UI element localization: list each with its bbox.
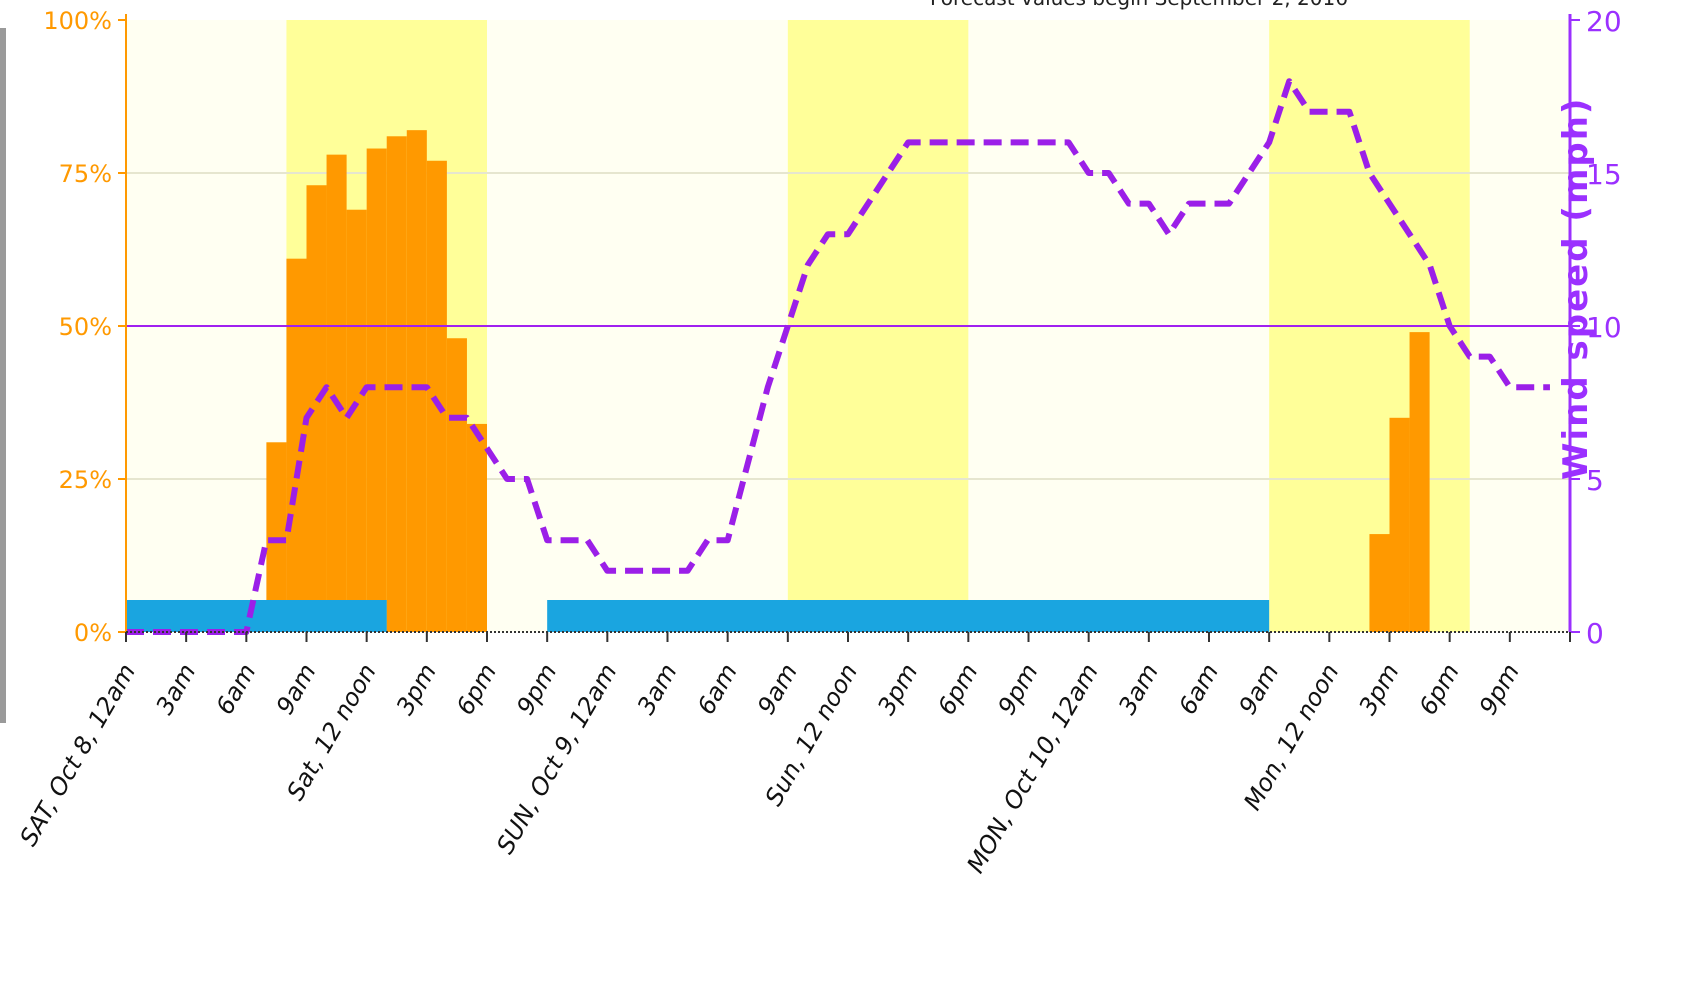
precip-bar bbox=[266, 442, 287, 632]
x-tick-label: 6pm bbox=[932, 659, 983, 720]
precip-bar bbox=[466, 423, 487, 632]
precip-bar bbox=[326, 154, 347, 632]
y-right-tick-label: 0 bbox=[1586, 617, 1604, 650]
x-tick-label: 6am bbox=[1173, 659, 1224, 719]
x-tick-label: 3pm bbox=[1354, 659, 1405, 720]
precip-bar bbox=[1389, 417, 1410, 632]
x-tick-label: 6am bbox=[692, 659, 743, 719]
wind-speed-line bbox=[126, 78, 1550, 635]
y-right-tick-label: 5 bbox=[1586, 464, 1604, 497]
blue-band bbox=[547, 600, 1270, 632]
x-tick-label: 9am bbox=[1233, 659, 1284, 719]
y-left-tick-label: 75% bbox=[59, 160, 112, 188]
y-right-tick-label: 15 bbox=[1586, 158, 1622, 191]
precip-bar bbox=[366, 148, 387, 632]
x-tick-label: 3pm bbox=[872, 659, 923, 720]
x-tick-label: 6am bbox=[211, 659, 262, 719]
x-tick-label: 9am bbox=[271, 659, 322, 719]
x-tick-label: 9pm bbox=[1474, 659, 1525, 720]
y-left-tick-label: 0% bbox=[74, 619, 112, 647]
x-tick-label: 9pm bbox=[993, 659, 1044, 720]
precip-bar bbox=[426, 160, 447, 632]
x-tick-label: 9am bbox=[752, 659, 803, 719]
x-tick-label: 3am bbox=[632, 659, 683, 719]
precip-bar bbox=[406, 130, 427, 632]
y-left-tick-label: 25% bbox=[59, 466, 112, 494]
y2-axis-title: Wind speed (mph) bbox=[1556, 96, 1596, 480]
x-tick-label: 3pm bbox=[391, 659, 442, 720]
left-edge-bar bbox=[0, 28, 6, 723]
x-tick-label: 3am bbox=[150, 659, 201, 719]
precip-bar bbox=[446, 338, 467, 632]
precip-bar bbox=[386, 136, 407, 632]
blue-band bbox=[126, 600, 387, 632]
precip-bar bbox=[346, 209, 367, 632]
y-left-tick-label: 100% bbox=[43, 7, 112, 35]
x-tick-label: 6pm bbox=[1414, 659, 1465, 720]
y-right-tick-label: 20 bbox=[1586, 5, 1622, 38]
precip-bar bbox=[1409, 332, 1430, 632]
x-tick-label: 3am bbox=[1113, 659, 1164, 719]
x-tick-label: 9pm bbox=[511, 659, 562, 720]
y-left-tick-label: 50% bbox=[59, 313, 112, 341]
x-tick-label: SUN, Oct 9, 12am bbox=[491, 659, 622, 859]
precip-bar bbox=[306, 185, 327, 633]
y-right-tick-label: 10 bbox=[1586, 311, 1622, 344]
precip-bar bbox=[286, 258, 307, 632]
forecast-note: Forecast values begin September 2, 2016 bbox=[930, 0, 1450, 10]
precip-bar bbox=[1369, 534, 1390, 632]
x-tick-label: SAT, Oct 8, 12am bbox=[14, 659, 141, 851]
x-tick-label: 6pm bbox=[451, 659, 502, 720]
